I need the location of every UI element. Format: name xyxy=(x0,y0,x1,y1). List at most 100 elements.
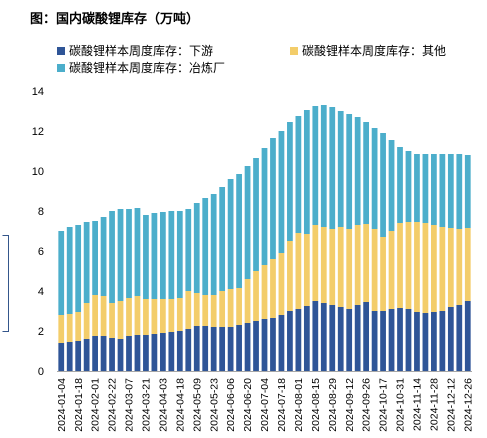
bar-segment-smelter xyxy=(456,154,463,229)
chart-title: 图：国内碳酸锂库存（万吨） xyxy=(30,11,200,26)
bar-segment-smelter xyxy=(236,174,242,288)
x-tick-label: 2024-02-01 xyxy=(90,378,102,432)
bar-segment-other xyxy=(363,224,370,302)
bar-segment-downstream xyxy=(219,327,226,371)
bar-segment-other xyxy=(422,223,429,313)
bar-segment-smelter xyxy=(151,213,158,299)
bar-segment-downstream xyxy=(151,334,158,371)
bar-segment-downstream xyxy=(464,301,471,371)
bar-segment-smelter xyxy=(320,105,327,227)
bar-segment-downstream xyxy=(168,332,175,371)
bar-segment-smelter xyxy=(100,217,107,296)
y-tick-label: 0 xyxy=(38,366,44,378)
bar-segment-smelter xyxy=(295,116,302,233)
bar-segment-other xyxy=(92,295,98,336)
y-tick-label: 2 xyxy=(38,326,44,338)
legend-item-smelter: 碳酸锂样本周度库存：冶炼厂 xyxy=(57,61,225,75)
y-tick-label: 8 xyxy=(38,206,44,218)
bar-segment-other xyxy=(253,271,259,321)
bar-segment-smelter xyxy=(447,154,454,228)
bar-segment-other xyxy=(320,227,327,303)
bar-segment-downstream xyxy=(261,319,268,371)
bar-segment-other xyxy=(83,303,90,339)
bar-segment-smelter xyxy=(261,148,268,265)
bar-segment-other xyxy=(219,291,226,327)
bar-segment-smelter xyxy=(422,154,429,223)
bar-segment-smelter xyxy=(270,138,276,259)
bar-segment-smelter xyxy=(431,154,437,225)
bar-segment-downstream xyxy=(456,305,463,371)
bar-segment-downstream xyxy=(287,311,293,371)
bar-segment-downstream xyxy=(422,313,429,371)
x-tick-label: 2024-06-20 xyxy=(242,378,254,432)
bar-segment-smelter xyxy=(363,122,370,224)
bar-segment-other xyxy=(439,227,446,311)
x-tick-label: 2024-07-18 xyxy=(276,378,288,432)
bar-segment-other xyxy=(134,296,141,335)
bar-segment-downstream xyxy=(414,312,420,371)
bar-segment-other xyxy=(354,225,361,305)
bar-segment-other xyxy=(346,229,353,309)
bar-segment-downstream xyxy=(439,311,446,371)
bar-segment-smelter xyxy=(278,131,285,253)
bar-segment-downstream xyxy=(58,343,65,371)
bar-segment-other xyxy=(193,293,200,326)
bar-segment-other xyxy=(447,228,454,307)
bar-segment-downstream xyxy=(270,318,276,371)
bar-segment-smelter xyxy=(397,147,403,223)
bar-segment-downstream xyxy=(447,307,454,371)
bar-segment-smelter xyxy=(227,179,234,289)
bar-segment-other xyxy=(261,265,268,319)
legend-label-downstream: 碳酸锂样本周度库存：下游 xyxy=(69,44,214,58)
bar-segment-smelter xyxy=(244,166,251,279)
bar-segment-other xyxy=(371,229,378,311)
bar-segment-smelter xyxy=(464,155,471,228)
x-tick-label: 2024-10-17 xyxy=(378,378,390,432)
bar-segment-other xyxy=(464,228,471,301)
bar-segment-downstream xyxy=(159,333,166,371)
bar-segment-smelter xyxy=(202,198,209,295)
bar-segment-smelter xyxy=(159,212,166,299)
bar-segment-other xyxy=(397,223,403,308)
bar-segment-other xyxy=(287,241,293,311)
x-tick-label: 2024-01-18 xyxy=(73,378,85,432)
bar-segment-downstream xyxy=(193,326,200,371)
x-tick-label: 2024-05-09 xyxy=(191,378,203,432)
bar-segment-smelter xyxy=(176,211,183,298)
bar-segment-other xyxy=(270,259,276,318)
bar-segment-downstream xyxy=(405,309,412,371)
bar-segment-smelter xyxy=(92,221,98,295)
bar-segment-downstream xyxy=(346,309,353,371)
bar-segment-other xyxy=(312,225,319,301)
bar-segment-other xyxy=(202,295,209,326)
x-tick-label: 2024-12-12 xyxy=(445,378,457,432)
bar-segment-other xyxy=(168,299,175,332)
x-tick-label: 2024-08-29 xyxy=(327,378,339,432)
bar-segment-other xyxy=(456,229,463,305)
x-tick-label: 2024-09-12 xyxy=(344,378,356,432)
bar-segment-other xyxy=(66,314,73,342)
bar-segment-other xyxy=(109,303,115,338)
x-tick-label: 2024-11-28 xyxy=(428,378,440,431)
bar-segment-downstream xyxy=(337,307,344,371)
y-tick-label: 10 xyxy=(32,166,44,178)
bar-segment-downstream xyxy=(295,309,302,371)
bar-segment-downstream xyxy=(354,305,361,371)
bar-segment-other xyxy=(75,312,82,341)
bar-segment-smelter xyxy=(75,225,82,312)
bar-segment-downstream xyxy=(92,336,98,371)
bar-segment-other xyxy=(337,227,344,307)
bar-segment-smelter xyxy=(380,133,386,237)
bar-segment-smelter xyxy=(354,117,361,225)
bar-segment-smelter xyxy=(126,209,132,298)
bar-segment-smelter xyxy=(439,154,446,227)
bar-segment-smelter xyxy=(134,208,141,296)
bar-segment-other xyxy=(227,289,234,327)
bar-segment-smelter xyxy=(83,222,90,303)
bar-segment-smelter xyxy=(168,211,175,299)
bar-segment-smelter xyxy=(143,215,149,299)
x-tick-label: 2024-08-01 xyxy=(293,378,305,432)
bar-segment-downstream xyxy=(66,342,73,371)
bar-segment-smelter xyxy=(287,122,293,241)
bar-segment-downstream xyxy=(210,327,217,371)
